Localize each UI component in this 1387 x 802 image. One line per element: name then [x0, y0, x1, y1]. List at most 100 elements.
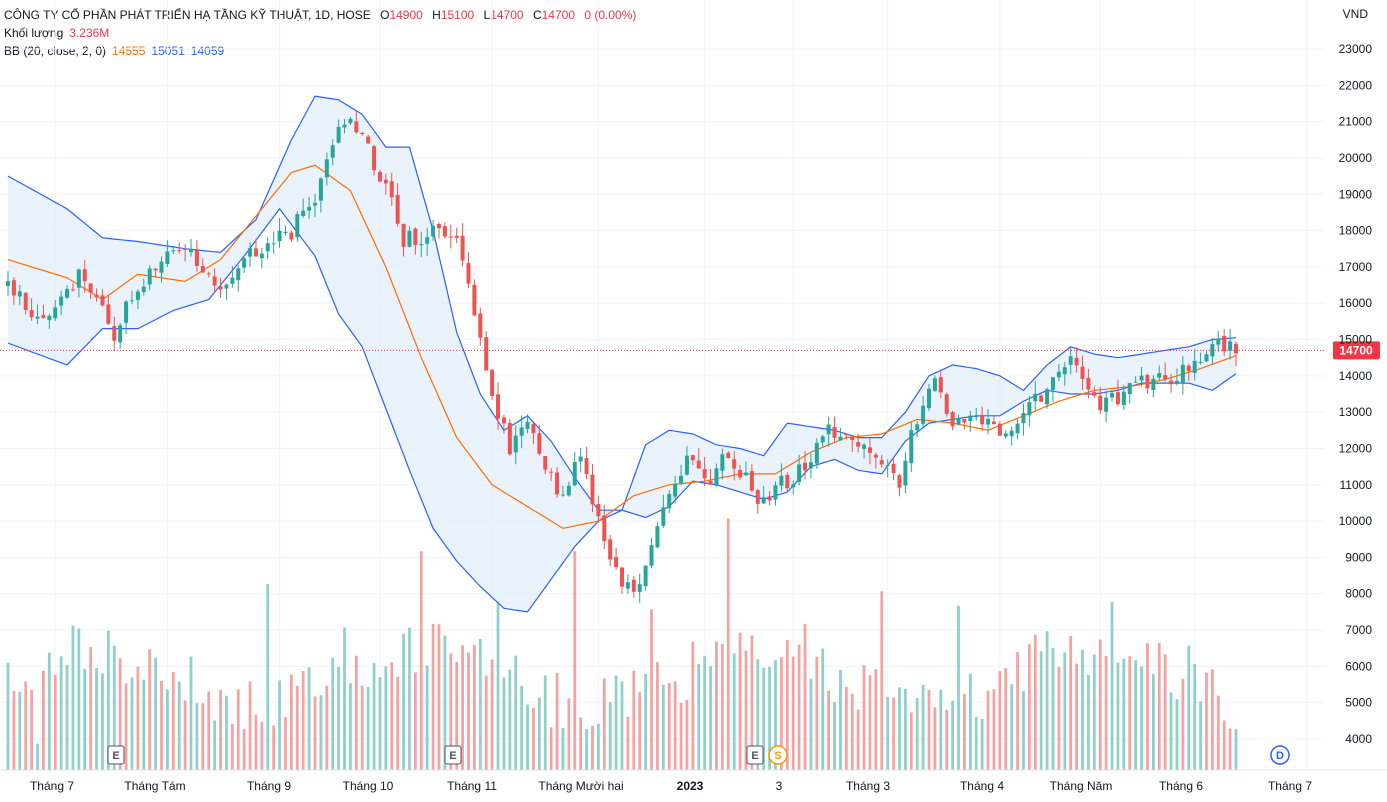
volume-bar	[473, 644, 476, 770]
candle-body	[29, 310, 34, 318]
volume-bar	[461, 645, 464, 770]
candle-body	[773, 485, 778, 500]
volume-bar	[1092, 654, 1096, 770]
volume-bar	[756, 659, 760, 770]
candle-body	[330, 145, 335, 158]
candle-body	[129, 300, 134, 302]
candle-body	[76, 269, 81, 288]
candle-body	[53, 307, 58, 319]
volume-bar	[1033, 634, 1037, 770]
candle-body	[1045, 389, 1050, 405]
candle-body	[112, 326, 117, 341]
candle-body	[560, 494, 565, 496]
volume-bar	[892, 697, 895, 770]
candle-body	[100, 295, 105, 306]
volume-bar	[301, 671, 305, 770]
price-tick-label: 11000	[1340, 478, 1373, 492]
candle-body	[873, 454, 878, 458]
candle-body	[519, 427, 524, 436]
volume-bar	[195, 703, 199, 770]
candle-body	[283, 231, 288, 234]
volume-bar	[496, 602, 500, 770]
candle-body	[814, 442, 819, 464]
candle-body	[785, 474, 790, 489]
candle-body	[797, 464, 802, 482]
volume-bar	[77, 628, 81, 770]
candle-body	[354, 121, 359, 133]
candle-body	[377, 171, 382, 182]
volume-bar	[1081, 649, 1084, 770]
candle-body	[803, 462, 808, 471]
volume-bar	[933, 707, 937, 770]
candle-body	[566, 485, 571, 496]
earnings-marker	[746, 745, 764, 765]
volume-bars	[6, 518, 1238, 770]
volume-bar	[431, 623, 435, 770]
volume-bar	[768, 666, 771, 770]
candle-body	[466, 263, 471, 284]
volume-bar	[384, 666, 388, 770]
price-tick-label: 5000	[1345, 696, 1372, 710]
volume-bar	[1116, 662, 1120, 770]
candle-body	[903, 460, 908, 486]
volume-bar	[803, 623, 807, 770]
time-axis[interactable]: Tháng 7 Tháng Tám Tháng 9 Tháng 10 Tháng 11 T…	[0, 769, 1387, 793]
volume-bar	[36, 743, 39, 770]
volume-bar	[65, 664, 69, 770]
candle-body	[897, 475, 902, 488]
candle-body	[348, 118, 353, 124]
candle-body	[177, 250, 182, 252]
candle-body	[631, 579, 636, 592]
volume-value: 3.236M	[69, 26, 110, 40]
candle-body	[242, 258, 247, 268]
volume-bar	[272, 725, 276, 770]
bb-basis-value: 14555	[112, 44, 146, 58]
volume-bar	[821, 648, 825, 770]
volume-bar	[591, 725, 594, 770]
price-tick-label: 23000	[1339, 42, 1373, 56]
candle-body	[679, 475, 684, 483]
volume-bar	[425, 665, 429, 770]
volume-bar	[437, 624, 441, 770]
candle-body	[714, 468, 719, 486]
volume-bar	[349, 683, 352, 770]
bb-fill	[8, 96, 1236, 612]
volume-bar	[230, 723, 234, 770]
volume-bar	[24, 681, 28, 770]
volume-bar	[177, 681, 181, 770]
volume-bar	[106, 630, 110, 770]
volume-bar	[478, 638, 482, 770]
candle-body	[625, 582, 630, 589]
time-tick-label: Tháng 7	[1268, 779, 1312, 793]
volume-bar	[874, 669, 878, 770]
candle-body	[1121, 391, 1126, 405]
volume-bar	[1045, 631, 1049, 770]
volume-bar	[1110, 602, 1114, 770]
price-tick-label: 10000	[1339, 514, 1373, 528]
volume-bar	[673, 681, 677, 770]
candle-body	[372, 146, 377, 171]
candle-body	[118, 325, 123, 343]
change-value: 0 (0.00%)	[584, 8, 637, 22]
candle-body	[70, 289, 75, 291]
candle-body	[236, 268, 241, 281]
volume-bar	[189, 656, 193, 770]
candle-body	[986, 418, 991, 425]
candle-body	[555, 472, 560, 495]
candle-body	[1027, 402, 1032, 416]
volume-bar	[685, 699, 689, 770]
candle-body	[856, 442, 861, 447]
volume-bar	[71, 625, 75, 770]
volume-bar	[413, 672, 417, 770]
price-tick-label: 6000	[1345, 659, 1372, 673]
candle-body	[968, 415, 973, 422]
bollinger-bands	[7, 95, 1237, 613]
volume-bar	[780, 657, 783, 770]
price-axis[interactable]: VND 23000 22000 21000 20000 19000 18000 17000 16…	[1339, 7, 1373, 746]
candle-body	[425, 237, 430, 244]
volume-bar	[1051, 647, 1055, 770]
candle-body	[200, 265, 205, 273]
volume-bar	[833, 701, 836, 770]
candle-body	[643, 565, 648, 587]
